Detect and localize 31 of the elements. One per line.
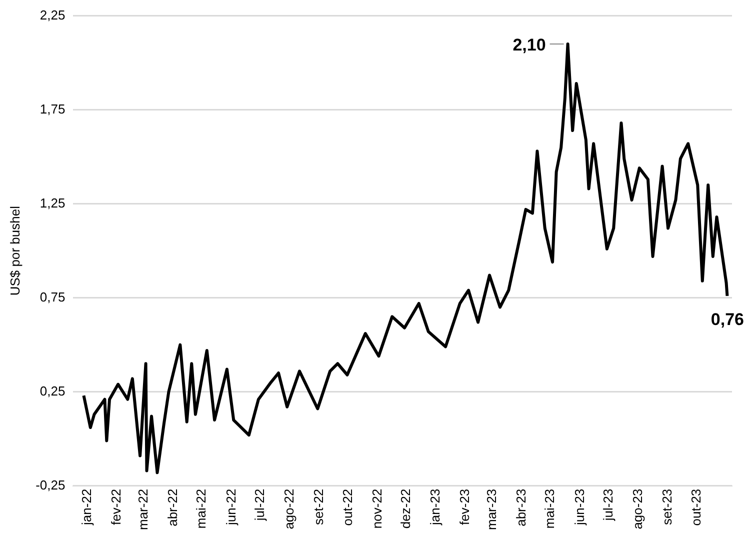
x-tick-label: set-22 <box>311 488 326 525</box>
x-tick-label: jan-23 <box>428 488 443 526</box>
x-tick-label: jul-23 <box>600 488 616 522</box>
y-tick-label: 1,75 <box>40 101 66 116</box>
y-tick-label: -0,25 <box>36 477 66 492</box>
x-tick-label: mai-22 <box>194 488 209 529</box>
x-tick-label: jan-22 <box>79 488 94 526</box>
annotation: 2,10 <box>512 36 546 55</box>
x-tick-label: ago-23 <box>630 488 646 530</box>
x-tick-label: mai-23 <box>542 488 558 529</box>
x-tick-label: ago-22 <box>282 488 297 530</box>
x-tick-label: out-23 <box>688 488 704 526</box>
x-tick-label: mar-23 <box>484 488 499 530</box>
x-tick-label: out-22 <box>340 488 355 526</box>
x-tick-label: jun-23 <box>572 488 587 526</box>
x-tick-label: nov-22 <box>369 488 384 529</box>
y-tick-label: 2,25 <box>40 7 66 22</box>
x-tick-label: mar-22 <box>135 488 150 530</box>
x-tick-label: jul-22 <box>252 488 267 522</box>
x-tick-label: abr-23 <box>514 488 529 526</box>
x-tick-label: abr-22 <box>165 488 180 526</box>
x-tick-label: dez-22 <box>398 488 414 529</box>
x-tick-label: fev-23 <box>457 488 472 525</box>
x-tick-label: jun-22 <box>223 488 238 526</box>
y-axis-title: US$ por bushel <box>7 206 22 296</box>
x-tick-label: set-23 <box>660 488 675 525</box>
y-tick-label: 0,75 <box>40 289 66 304</box>
y-tick-label: 0,25 <box>40 383 66 398</box>
annotation: 0,76 <box>710 310 744 330</box>
y-tick-label: 1,25 <box>40 195 66 210</box>
x-tick-label: fev-22 <box>108 488 124 525</box>
